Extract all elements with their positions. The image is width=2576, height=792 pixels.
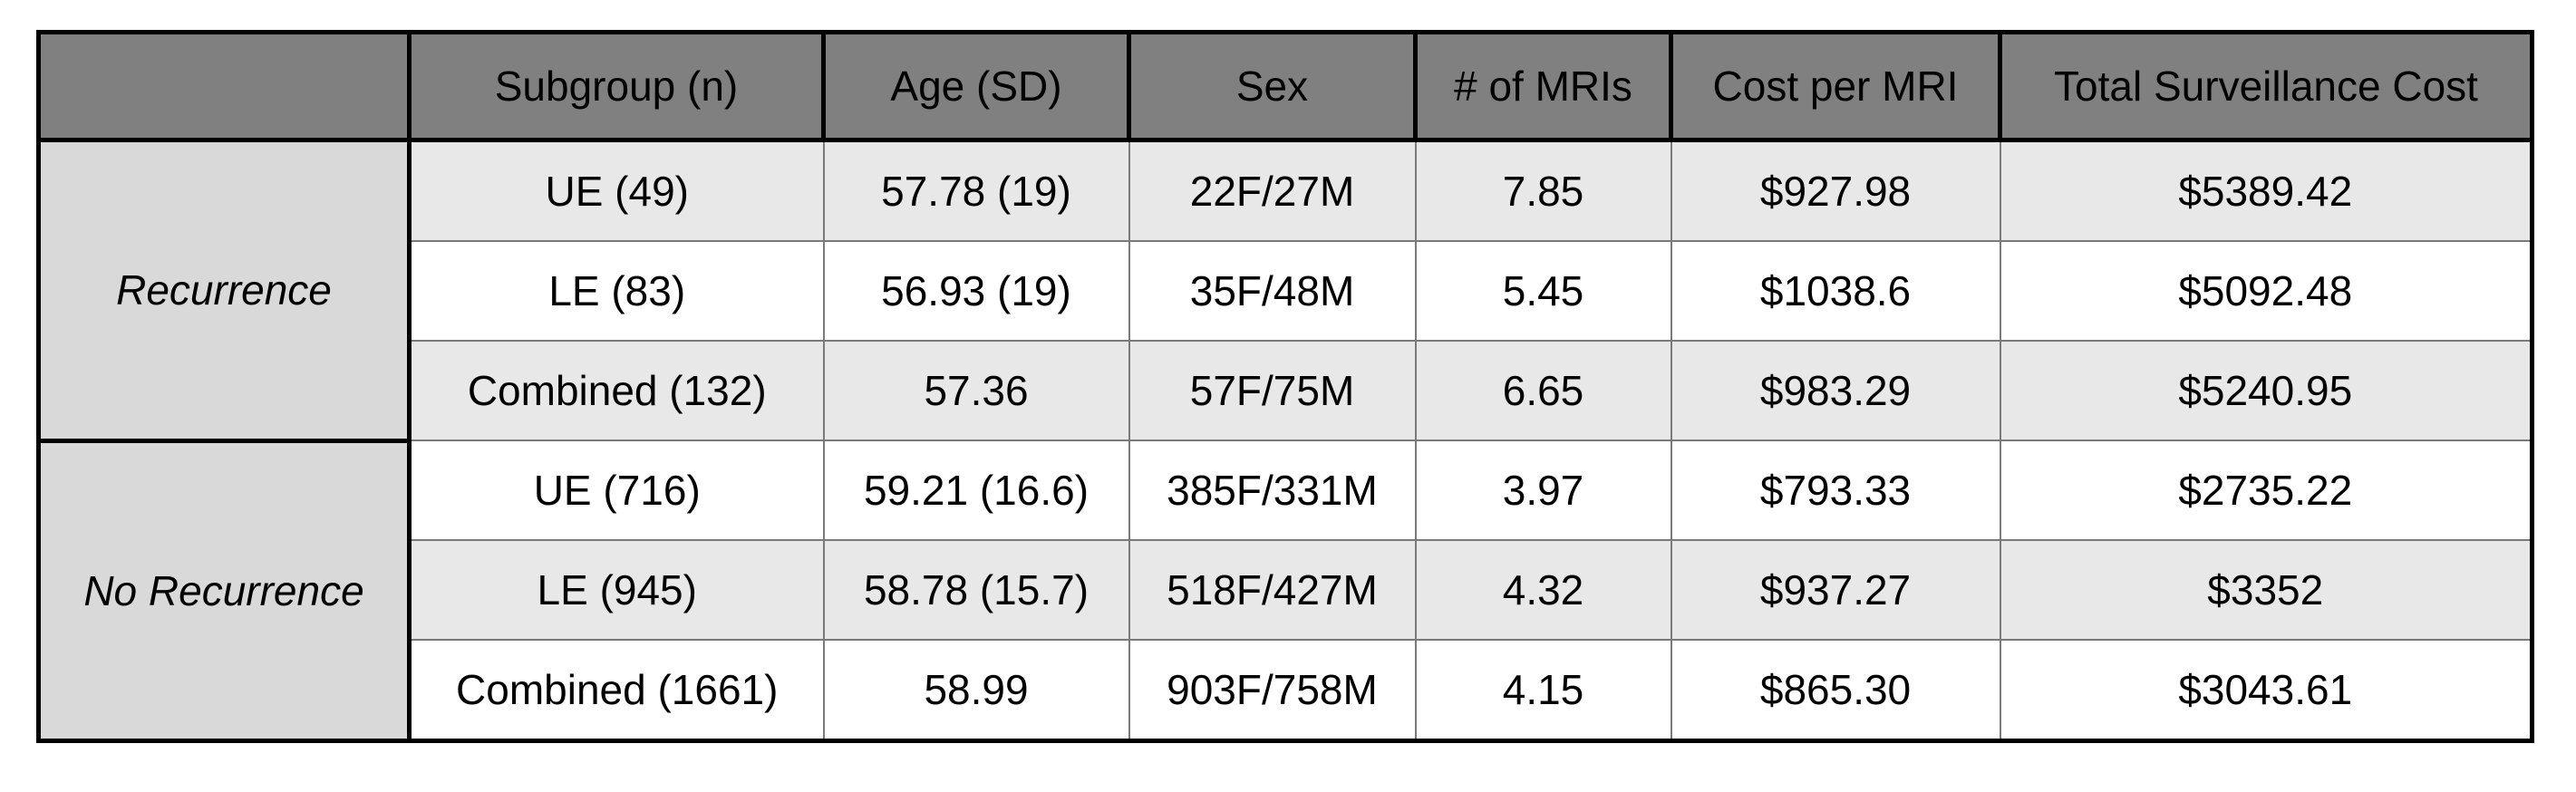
header-cell: Sex [1127,30,1418,142]
table-row: LE (945) 58.78 (15.7) 518F/427M 4.32 $937.27… [39,539,2533,641]
table-cell: $793.33 [1670,439,2001,541]
group-label: No Recurrence [36,438,412,743]
table-cell: $865.30 [1670,639,2001,742]
table-cell: Combined (132) [408,340,825,441]
table-cell: Combined (1661) [408,639,825,742]
header-corner [36,30,412,142]
table-cell: $2735.22 [1999,439,2533,541]
table-cell: 22F/27M [1128,139,1417,242]
table-cell: 385F/331M [1128,439,1417,541]
table-cell: $3043.61 [1999,639,2533,742]
table-row: Combined (1661) 58.99 903F/758M 4.15 $865.30… [39,639,2533,742]
table-cell: $5389.42 [1999,139,2533,242]
header-cell: Cost per MRI [1669,30,2002,142]
table-cell: $3352 [1999,539,2533,641]
table-cell: $983.29 [1670,340,2001,441]
table-cell: 5.45 [1414,240,1672,342]
table-cell: $1038.6 [1670,240,2001,342]
table-cell: $927.98 [1670,139,2001,242]
table-cell: 58.99 [822,639,1130,742]
table-row: No Recurrence UE (716) 59.21 (16.6) 385F/33… [36,438,2533,743]
table-cell: 58.78 (15.7) [822,539,1130,641]
table-cell: 518F/427M [1128,539,1417,641]
table-cell: $5092.48 [1999,240,2533,342]
group-label: Recurrence [36,138,412,443]
table-cell: 3.97 [1414,439,1672,541]
table-cell: 57.36 [822,340,1130,441]
header-cell: Total Surveillance Cost [1998,30,2534,142]
table-row: Combined (132) 57.36 57F/75M 6.65 $983.29 $52… [39,340,2533,441]
table-cell: LE (945) [408,539,825,641]
cost-table: Subgroup (n) Age (SD) Sex # of MRIs Cost per… [36,30,2534,743]
table-cell: 59.21 (16.6) [822,439,1130,541]
table-cell: 7.85 [1414,139,1672,242]
table-cell: UE (49) [408,139,825,242]
header-cell: Subgroup (n) [407,30,826,142]
table-row: Recurrence UE (49) 57.78 (19) 22F/27M 7.85 $9… [36,138,2533,443]
table-cell: $5240.95 [1999,340,2533,441]
table-row: LE (83) 56.93 (19) 35F/48M 5.45 $1038.6 $5092… [39,240,2533,342]
header-cell: Age (SD) [821,30,1131,142]
table-cell: UE (716) [408,439,825,541]
table-cell: 57F/75M [1128,340,1417,441]
table-cell: 57.78 (19) [822,139,1130,242]
table-cell: 35F/48M [1128,240,1417,342]
table-cell: 4.32 [1414,539,1672,641]
table-cell: 6.65 [1414,340,1672,441]
header-cell: # of MRIs [1413,30,1673,142]
header-row: Subgroup (n) Age (SD) Sex # of MRIs Cost per… [36,30,2534,142]
table-cell: $937.27 [1670,539,2001,641]
table-cell: 4.15 [1414,639,1672,742]
table-cell: LE (83) [408,240,825,342]
table-cell: 903F/758M [1128,639,1417,742]
table-cell: 56.93 (19) [822,240,1130,342]
